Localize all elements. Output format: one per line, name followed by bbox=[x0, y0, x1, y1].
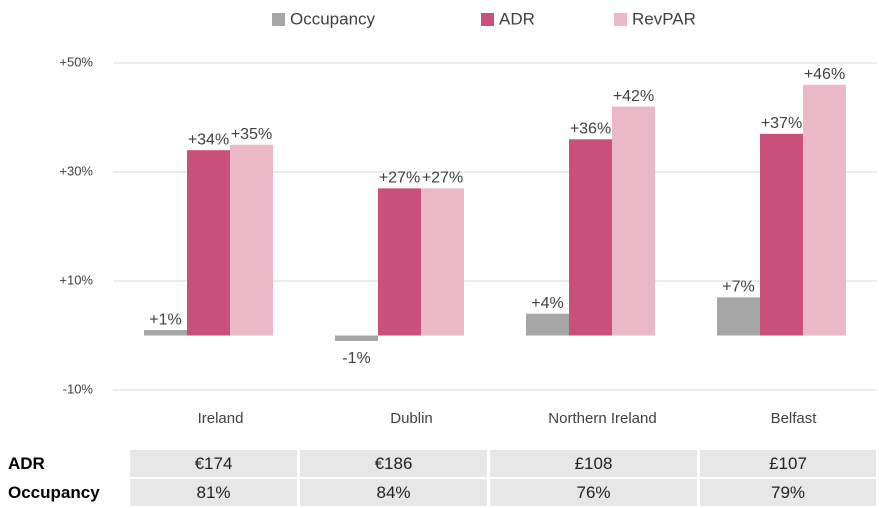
table-cell: 84% bbox=[300, 479, 487, 506]
table-cell: €186 bbox=[300, 450, 487, 477]
data-table: ADR €174 €186 £108 £107 Occupancy 81% 84% 76% 79% bbox=[0, 450, 879, 508]
y-tick-label: +30% bbox=[59, 163, 93, 178]
legend-swatch bbox=[614, 13, 627, 26]
value-label: +27% bbox=[422, 170, 463, 187]
value-label: +36% bbox=[570, 121, 611, 138]
value-label: +27% bbox=[379, 170, 420, 187]
y-tick-label: -10% bbox=[63, 381, 94, 396]
legend-label: RevPAR bbox=[632, 9, 696, 28]
bar bbox=[569, 139, 612, 336]
bar bbox=[803, 84, 846, 336]
legend-swatch bbox=[481, 13, 494, 26]
bar bbox=[378, 188, 421, 336]
table-row: ADR €174 €186 £108 £107 bbox=[0, 450, 879, 477]
chart: -10% +10% +30% +50% Occupancy ADR RevPAR Irelan… bbox=[59, 9, 877, 427]
table-cell: £108 bbox=[490, 450, 697, 477]
legend-swatch bbox=[272, 13, 285, 26]
bar bbox=[612, 106, 655, 336]
bar bbox=[144, 330, 187, 336]
bar bbox=[230, 144, 273, 336]
table-cell: 79% bbox=[700, 479, 876, 506]
x-tick-label: Ireland bbox=[198, 410, 244, 427]
bar bbox=[760, 133, 803, 336]
row-header: Occupancy bbox=[0, 479, 127, 506]
value-label: +42% bbox=[613, 88, 654, 105]
x-tick-label: Dublin bbox=[390, 410, 433, 427]
table-cell: €174 bbox=[130, 450, 297, 477]
value-label: -1% bbox=[342, 350, 370, 367]
legend-label: Occupancy bbox=[290, 9, 376, 28]
x-tick-label: Northern Ireland bbox=[548, 410, 656, 427]
value-label: +34% bbox=[188, 131, 229, 148]
table-row: Occupancy 81% 84% 76% 79% bbox=[0, 479, 879, 506]
legend-label: ADR bbox=[499, 9, 535, 28]
bar bbox=[335, 335, 378, 341]
value-label: +4% bbox=[531, 295, 563, 312]
value-label: +7% bbox=[722, 279, 754, 296]
y-tick-label: +50% bbox=[59, 54, 93, 69]
table-cell: £107 bbox=[700, 450, 876, 477]
row-header: ADR bbox=[0, 450, 127, 477]
table-cell: 76% bbox=[490, 479, 697, 506]
table-cell: 81% bbox=[130, 479, 297, 506]
x-tick-label: Belfast bbox=[771, 410, 818, 427]
bar bbox=[526, 313, 569, 336]
bar bbox=[717, 297, 760, 336]
value-label: +35% bbox=[231, 126, 272, 143]
value-label: +37% bbox=[761, 115, 802, 132]
bar bbox=[421, 188, 464, 336]
bar bbox=[187, 150, 230, 336]
value-label: +1% bbox=[149, 311, 181, 328]
y-tick-label: +10% bbox=[59, 272, 93, 287]
value-label: +46% bbox=[804, 66, 845, 83]
